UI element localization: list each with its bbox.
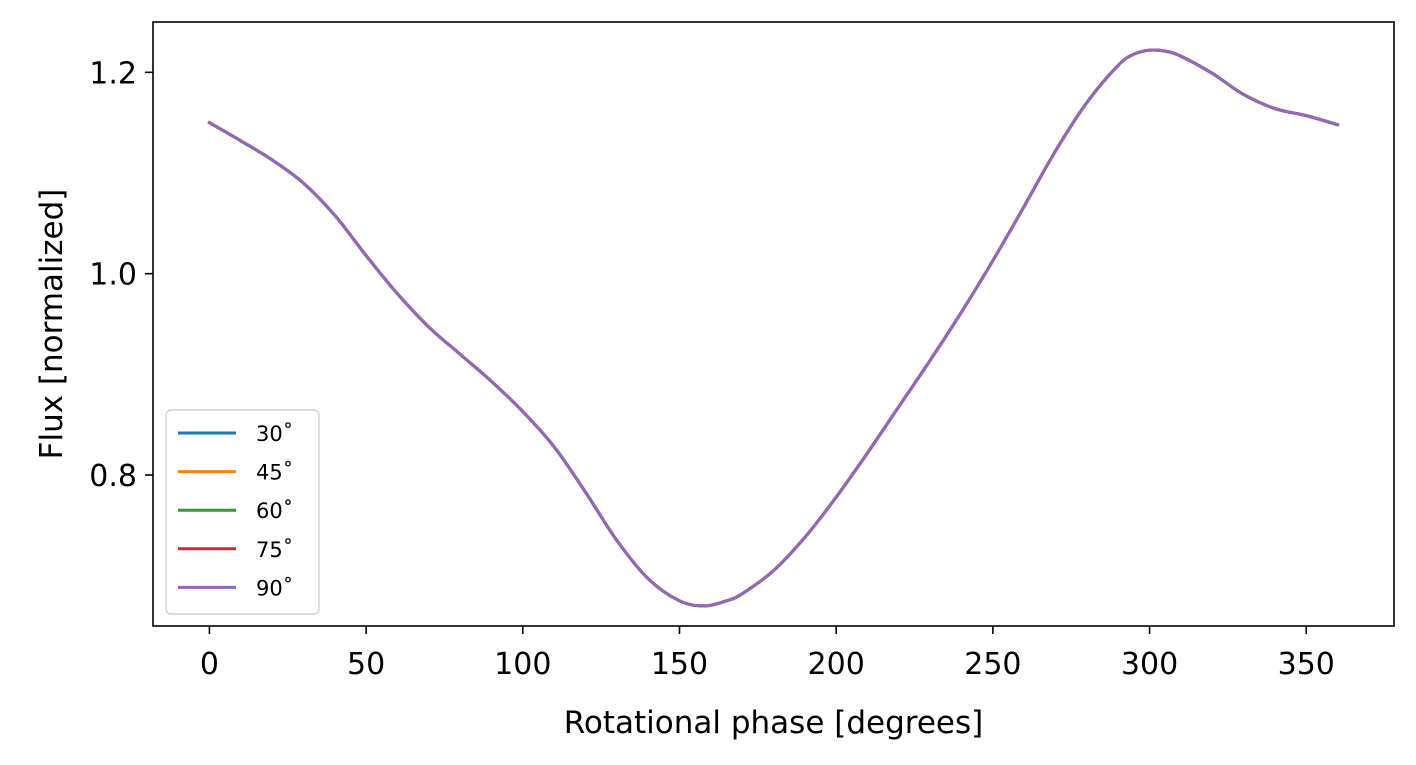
x-tick-label: 50 <box>347 647 385 682</box>
y-tick-label: 0.8 <box>89 459 137 494</box>
legend-label-1: 45˚ <box>256 461 293 485</box>
legend-box <box>165 409 320 615</box>
legend-label-4: 90˚ <box>256 576 293 600</box>
legend-label-3: 75˚ <box>256 538 293 562</box>
y-tick-label: 1.2 <box>89 56 137 91</box>
y-axis-label: Flux [normalized] <box>34 189 70 460</box>
series-line-2 <box>207 48 1340 608</box>
x-tick-label: 200 <box>808 647 865 682</box>
series-line-0 <box>207 48 1340 608</box>
x-tick-label: 350 <box>1278 647 1335 682</box>
x-axis-label: Rotational phase [degrees] <box>564 705 983 741</box>
legend: 30˚ 45˚ 60˚ 75˚ 90˚ <box>165 409 320 615</box>
y-axis-ticks: 0.8 1.0 1.2 <box>89 56 153 494</box>
x-tick-label: 300 <box>1121 647 1178 682</box>
series-line-3 <box>207 48 1340 608</box>
x-tick-label: 150 <box>651 647 708 682</box>
x-tick-label: 250 <box>964 647 1021 682</box>
legend-label-2: 60˚ <box>256 499 293 523</box>
series-line-4 <box>207 48 1340 608</box>
series-lines <box>207 48 1340 608</box>
series-line-1 <box>207 48 1340 608</box>
legend-label-0: 30˚ <box>256 422 293 446</box>
x-tick-label: 0 <box>200 647 219 682</box>
x-axis-ticks: 0 50 100 150 200 250 300 350 <box>200 626 1335 682</box>
y-tick-label: 1.0 <box>89 258 137 293</box>
x-tick-label: 100 <box>494 647 551 682</box>
plot-frame <box>152 21 1395 627</box>
